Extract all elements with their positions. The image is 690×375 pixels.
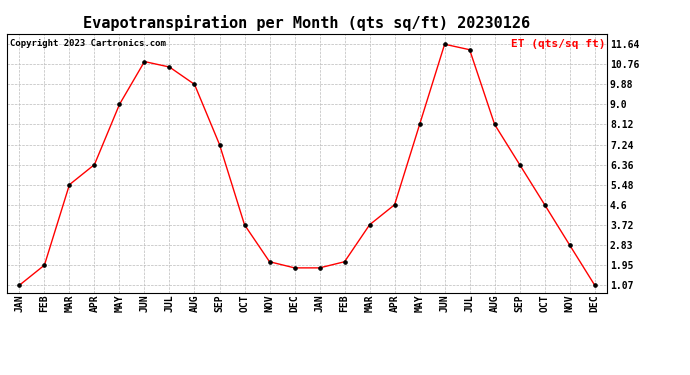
Title: Evapotranspiration per Month (qts sq/ft) 20230126: Evapotranspiration per Month (qts sq/ft)… <box>83 15 531 31</box>
Text: ET (qts/sq ft): ET (qts/sq ft) <box>511 39 606 49</box>
Text: Copyright 2023 Cartronics.com: Copyright 2023 Cartronics.com <box>10 39 166 48</box>
